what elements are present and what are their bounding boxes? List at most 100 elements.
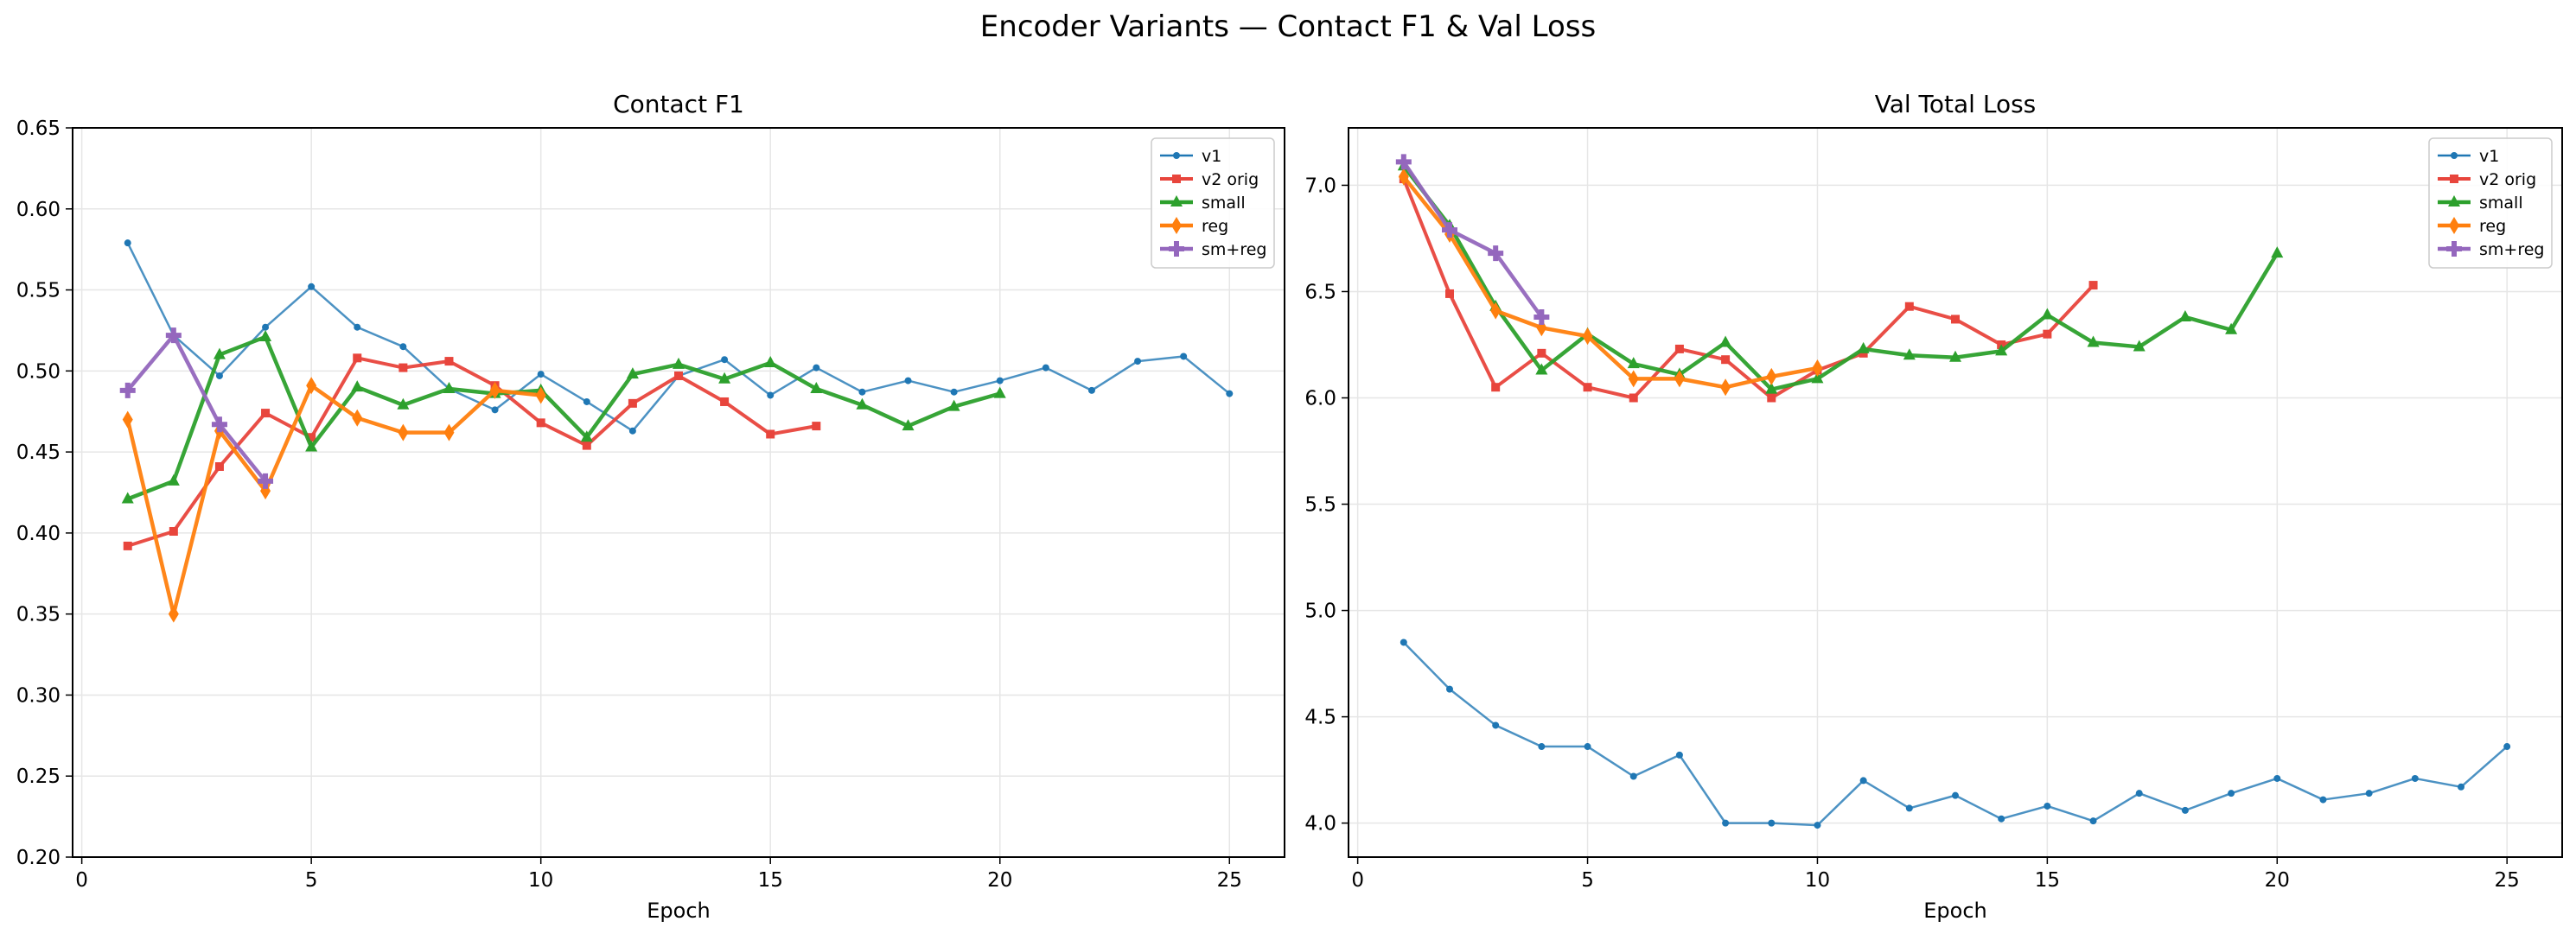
- data-point: [674, 371, 683, 380]
- legend: v1 v2 orig small reg sm+reg: [1151, 137, 1275, 269]
- data-point: [1134, 358, 1142, 365]
- series-reg: [122, 377, 546, 623]
- legend-label: v2 orig: [1202, 170, 1259, 189]
- data-point: [1814, 822, 1821, 829]
- data-point: [1812, 359, 1823, 378]
- data-point: [1627, 357, 1640, 369]
- data-point: [306, 377, 317, 395]
- data-point: [858, 388, 866, 396]
- data-point: [307, 433, 316, 442]
- data-point: [1767, 393, 1776, 403]
- data-point: [718, 372, 731, 384]
- legend-label: sm+reg: [2479, 240, 2544, 259]
- data-point: [352, 409, 363, 427]
- legend-marker: [1173, 152, 1180, 159]
- series-line: [1402, 164, 2280, 391]
- y-tick-label: 4.5: [1304, 707, 1336, 729]
- data-point: [1535, 363, 1548, 375]
- data-point: [950, 388, 958, 396]
- data-point: [1537, 348, 1546, 358]
- data-point: [214, 461, 224, 471]
- y-tick-label: 0.40: [16, 523, 61, 545]
- data-point: [673, 357, 685, 369]
- data-point: [628, 398, 637, 408]
- data-point: [1628, 370, 1639, 388]
- x-tick-label: 25: [2495, 869, 2520, 892]
- data-point: [1675, 751, 1683, 759]
- data-point: [764, 355, 777, 367]
- data-point: [1629, 772, 1637, 780]
- data-point: [767, 391, 775, 399]
- legend-marker: [2451, 152, 2458, 159]
- data-point: [1400, 639, 1407, 646]
- axes-frame: [72, 127, 1285, 858]
- y-tick-label: 5.5: [1304, 494, 1336, 517]
- legend-box: [1151, 137, 1275, 269]
- data-point: [165, 327, 182, 344]
- data-point: [351, 380, 364, 392]
- legend-label: v1: [2479, 147, 2499, 166]
- contact-f1-plot: 0 5 10 15 20 25 0.20 0.25 0.30 0.35 0.40 0.45 0.50 0.…: [16, 90, 1285, 923]
- legend-label: sm+reg: [1202, 240, 1266, 259]
- x-tick-label: 10: [1805, 869, 1830, 892]
- x-tick-label: 15: [758, 869, 783, 892]
- y-tick-label: 0.60: [16, 199, 61, 221]
- data-point: [168, 605, 179, 623]
- data-point: [1490, 302, 1502, 320]
- series-line: [1401, 178, 2095, 400]
- data-point: [1859, 777, 1867, 785]
- y-tick-label: 0.50: [16, 360, 61, 383]
- y-tick-label: 6.0: [1304, 388, 1336, 410]
- data-point: [2271, 246, 2284, 258]
- axes-frame: [1348, 127, 2563, 858]
- y-tick-label: 0.25: [16, 766, 61, 788]
- series-v1: [124, 239, 1234, 435]
- data-point: [398, 423, 409, 442]
- data-point: [628, 427, 636, 435]
- data-point: [491, 406, 499, 414]
- y-tick-label: 4.0: [1304, 813, 1336, 836]
- data-point: [169, 527, 178, 537]
- data-point: [1582, 327, 1593, 346]
- data-point: [582, 441, 591, 450]
- data-point: [444, 357, 454, 366]
- data-point: [1492, 721, 1500, 729]
- data-point: [1584, 743, 1591, 751]
- y-tick-label: 0.65: [16, 118, 61, 140]
- y-tick-label: 6.5: [1304, 281, 1336, 303]
- data-point: [1674, 344, 1684, 353]
- legend-marker: [2449, 217, 2459, 234]
- data-point: [443, 381, 456, 393]
- data-point: [1722, 819, 1730, 827]
- series-line: [1401, 161, 1544, 319]
- data-point: [259, 329, 272, 341]
- data-point: [1951, 315, 1960, 324]
- data-point: [1765, 382, 1778, 394]
- data-point: [536, 418, 545, 428]
- data-point: [902, 419, 915, 431]
- data-point: [947, 399, 960, 411]
- y-tick-label: 0.30: [16, 684, 61, 707]
- data-point: [2365, 790, 2373, 797]
- data-point: [2135, 790, 2143, 797]
- data-point: [2458, 783, 2464, 791]
- data-point: [1998, 815, 2005, 823]
- data-point: [1395, 154, 1412, 170]
- series-line: [125, 383, 541, 616]
- series-reg: [1398, 168, 1823, 397]
- data-point: [537, 371, 545, 378]
- x-tick-label: 20: [2265, 869, 2290, 892]
- data-point: [1952, 791, 1959, 799]
- data-point: [580, 430, 593, 442]
- data-point: [443, 423, 455, 442]
- y-tick-label: 5.0: [1304, 600, 1336, 623]
- data-point: [1811, 372, 1824, 384]
- data-point: [258, 473, 274, 489]
- series-small: [121, 329, 1006, 504]
- data-point: [1488, 245, 1504, 262]
- data-point: [2089, 817, 2097, 825]
- legend-item: reg: [1160, 217, 1228, 236]
- series-small: [1397, 159, 2284, 394]
- data-point: [2225, 322, 2238, 334]
